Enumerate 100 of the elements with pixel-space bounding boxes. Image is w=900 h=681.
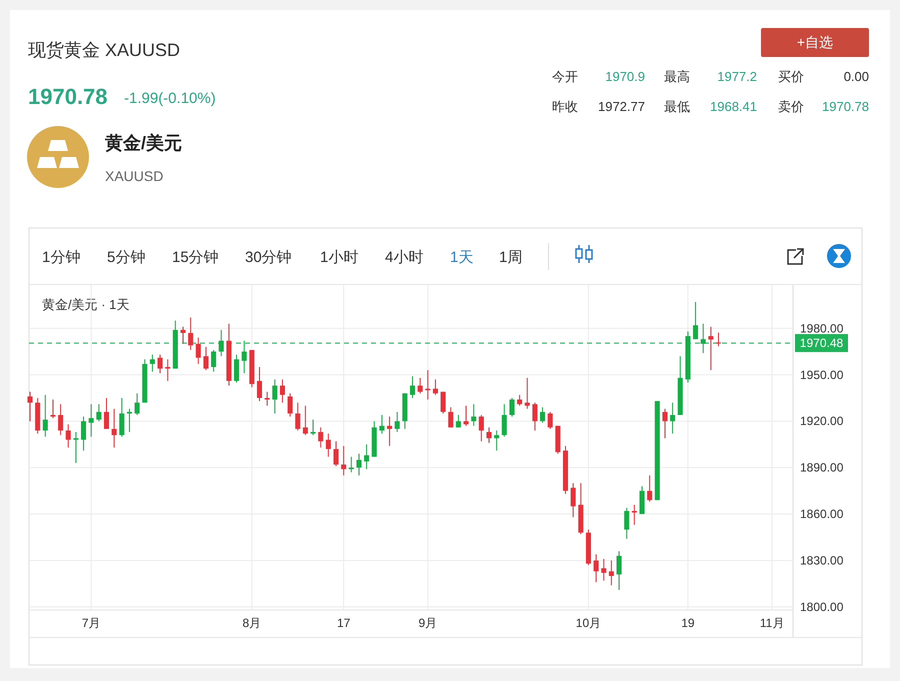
y-tick-label: 1950.00 xyxy=(800,368,844,382)
candlestick xyxy=(456,414,461,428)
candlestick xyxy=(364,444,370,470)
candlestick xyxy=(66,424,71,448)
text: 卖价 xyxy=(778,99,804,114)
candlestick xyxy=(218,329,224,357)
x-tick-label: 17 xyxy=(336,616,351,630)
x-tick-label: 7月 xyxy=(82,616,101,630)
y-tick-label: 1920.00 xyxy=(800,414,844,428)
y-tick-label: 1980.00 xyxy=(800,321,844,336)
candlestick xyxy=(670,402,676,434)
candlestick xyxy=(96,404,102,422)
candlestick xyxy=(639,486,645,515)
candlestick xyxy=(494,430,500,452)
candlestick xyxy=(295,402,300,431)
candlestick xyxy=(188,317,194,350)
candlestick xyxy=(119,397,124,438)
candlestick xyxy=(662,408,668,439)
text: 1970.78 xyxy=(28,84,108,109)
candlestick xyxy=(524,377,530,410)
text: 1分钟 xyxy=(42,249,80,266)
text: 4小时 xyxy=(385,249,424,266)
text: 昨收 xyxy=(552,99,578,114)
candlestick xyxy=(700,323,706,354)
candlestick xyxy=(242,340,247,374)
candlestick xyxy=(540,406,546,424)
candlestick xyxy=(134,392,140,416)
candlestick xyxy=(50,399,56,419)
text: 1968.41 xyxy=(710,99,757,114)
candlestick xyxy=(158,354,163,374)
candlestick xyxy=(165,358,170,382)
candlestick xyxy=(211,350,216,372)
candlestick xyxy=(203,346,208,371)
text: 1977.2 xyxy=(717,69,757,84)
y-tick-label: 1890.00 xyxy=(800,460,844,475)
text: 1970.78 xyxy=(822,99,869,114)
text: 1周 xyxy=(499,249,522,266)
x-tick-label: 11月 xyxy=(760,616,784,630)
x-tick-label: 10月 xyxy=(576,616,602,630)
text: 1972.77 xyxy=(598,99,645,114)
candlestick xyxy=(616,550,622,590)
candlestick xyxy=(256,366,262,402)
candlestick xyxy=(647,474,652,502)
candlestick xyxy=(356,453,362,476)
candlestick xyxy=(448,406,454,428)
text: XAUUSD xyxy=(105,168,164,184)
candlestick xyxy=(471,404,476,426)
candlestick xyxy=(410,376,416,398)
candlestick xyxy=(425,370,430,400)
candlestick xyxy=(440,391,446,414)
y-tick-label: 1800.00 xyxy=(800,600,844,614)
candlestick xyxy=(387,416,392,446)
candlestick xyxy=(88,404,94,438)
candlestick xyxy=(502,404,507,438)
candlestick xyxy=(379,414,384,434)
candlestick xyxy=(418,377,423,394)
candlestick xyxy=(272,378,278,414)
candlestick xyxy=(318,426,324,448)
candlestick xyxy=(150,354,155,372)
candlestick xyxy=(27,391,33,422)
text: 1天 xyxy=(450,249,474,266)
text: 15分钟 xyxy=(172,249,219,266)
candlestick xyxy=(601,558,606,582)
candlestick xyxy=(280,378,285,404)
candlestick xyxy=(716,332,722,347)
text: 今开 xyxy=(552,69,578,84)
candlestick xyxy=(326,433,331,458)
candlestick xyxy=(517,394,522,406)
x-tick-label: 8月 xyxy=(242,616,262,630)
x-tick-label: 9月 xyxy=(418,616,438,630)
ref-line-label: 1970.48 xyxy=(800,336,844,350)
candlestick xyxy=(180,326,186,344)
candlestick xyxy=(42,394,48,438)
text: 5分钟 xyxy=(107,249,146,266)
text: 1小时 xyxy=(320,249,358,266)
text: -1.99(-0.10%) xyxy=(124,90,216,107)
text: 30分钟 xyxy=(245,249,292,266)
candlestick xyxy=(432,378,438,396)
candlestick xyxy=(624,507,630,540)
text: +自选 xyxy=(796,34,834,50)
x-tick-label: 19 xyxy=(681,616,695,630)
candlestick xyxy=(693,302,698,340)
text: 最高 xyxy=(664,69,690,84)
candlestick xyxy=(570,482,576,518)
candlestick xyxy=(509,397,514,418)
candlestick xyxy=(478,414,484,442)
candlestick xyxy=(126,408,132,433)
y-tick-label: 1860.00 xyxy=(800,507,844,522)
candlestick xyxy=(112,408,117,448)
candlestick xyxy=(486,426,492,444)
candlestick xyxy=(341,445,346,476)
y-tick-label: 1830.00 xyxy=(800,553,844,568)
text: 最低 xyxy=(664,99,690,114)
text: 买价 xyxy=(778,69,804,84)
candlestick xyxy=(394,411,400,433)
candlestick xyxy=(104,397,110,430)
candlestick xyxy=(58,404,64,436)
chart-title: 现货黄金 XAUUSD xyxy=(28,40,180,60)
candlestick xyxy=(594,554,599,583)
candlestick xyxy=(548,411,553,430)
